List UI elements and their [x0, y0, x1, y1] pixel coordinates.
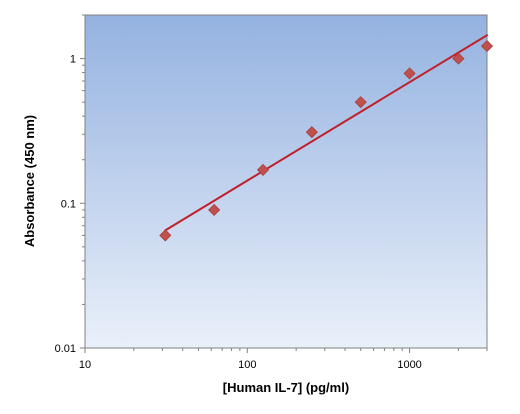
data-points-layer: [159, 40, 494, 242]
data-point: [354, 96, 367, 109]
data-point: [256, 163, 270, 176]
y-tick-label: 0.01: [55, 343, 76, 355]
plot-area: [84, 14, 488, 349]
fit-line-layer: [164, 34, 488, 232]
x-axis-title: [Human IL-7] (pg/ml): [223, 380, 349, 395]
y-axis-title: Absorbance (450 nm): [22, 115, 37, 247]
y-axis-ticks: 0.01 0.1 1: [55, 14, 85, 355]
fit-line: [164, 34, 488, 232]
data-point: [452, 52, 465, 65]
x-axis-ticks: 10 100 1000: [79, 348, 488, 371]
y-tick-label: 0.1: [61, 198, 76, 210]
x-tick-label: 10: [79, 359, 91, 371]
data-point: [480, 40, 494, 53]
x-tick-label: 100: [238, 359, 256, 371]
data-point: [305, 126, 318, 139]
y-tick-label: 1: [70, 54, 76, 66]
data-point: [208, 203, 221, 216]
data-point: [403, 67, 416, 80]
x-tick-label: 1000: [397, 359, 421, 371]
data-point: [159, 229, 172, 242]
